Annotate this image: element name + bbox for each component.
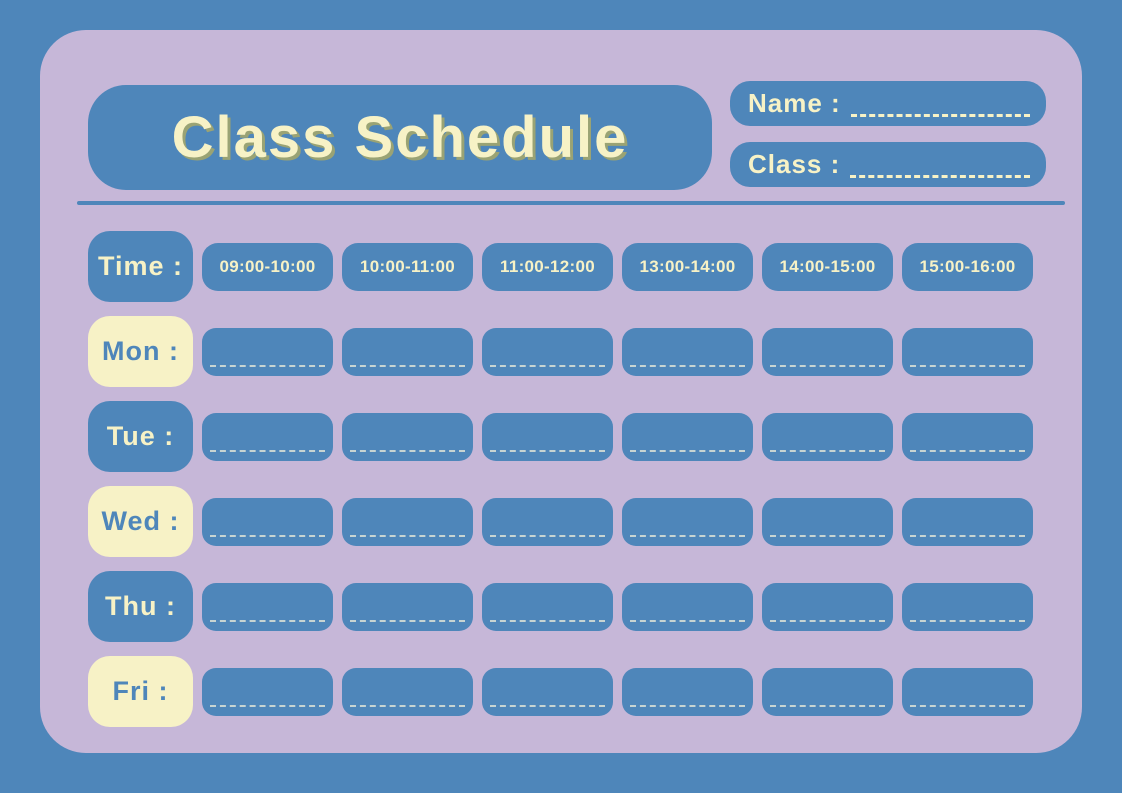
schedule-card: Class Schedule Name : Class : Time : 09:… [40, 30, 1082, 753]
cell-write-line [349, 364, 466, 367]
time-slot: 13:00-14:00 [622, 242, 753, 291]
schedule-cell[interactable] [482, 327, 613, 376]
cell-write-line [209, 704, 326, 707]
schedule-grid: Time : 09:00-10:00 10:00-11:00 11:00-12:… [88, 224, 1033, 734]
schedule-cell[interactable] [762, 497, 893, 546]
day-label-wed: Wed : [88, 486, 193, 557]
schedule-cell[interactable] [202, 327, 333, 376]
time-slot: 10:00-11:00 [342, 242, 473, 291]
cell-write-line [629, 619, 746, 622]
schedule-cell[interactable] [622, 667, 753, 716]
cell-write-line [769, 704, 886, 707]
time-slot: 09:00-10:00 [202, 242, 333, 291]
schedule-cell[interactable] [342, 582, 473, 631]
time-slot: 11:00-12:00 [482, 242, 613, 291]
cell-write-line [909, 704, 1026, 707]
cell-write-line [769, 449, 886, 452]
schedule-cell[interactable] [482, 582, 613, 631]
cell-write-line [909, 364, 1026, 367]
cell-write-line [489, 704, 606, 707]
schedule-cell[interactable] [902, 667, 1033, 716]
schedule-cell[interactable] [342, 327, 473, 376]
time-slot: 15:00-16:00 [902, 242, 1033, 291]
schedule-cell[interactable] [202, 412, 333, 461]
schedule-cell[interactable] [482, 412, 613, 461]
schedule-cell[interactable] [762, 667, 893, 716]
day-label-mon: Mon : [88, 316, 193, 387]
schedule-cell[interactable] [762, 582, 893, 631]
page-title: Class Schedule [171, 105, 629, 170]
class-input-line[interactable] [850, 175, 1030, 178]
cell-write-line [349, 449, 466, 452]
cell-write-line [769, 364, 886, 367]
schedule-cell[interactable] [762, 327, 893, 376]
schedule-cell[interactable] [622, 412, 753, 461]
schedule-cell[interactable] [202, 667, 333, 716]
cell-write-line [909, 534, 1026, 537]
schedule-cell[interactable] [622, 327, 753, 376]
cell-write-line [209, 619, 326, 622]
header-divider [77, 201, 1065, 205]
day-label-thu: Thu : [88, 571, 193, 642]
cell-write-line [909, 449, 1026, 452]
name-label: Name : [748, 88, 841, 118]
cell-write-line [629, 534, 746, 537]
schedule-cell[interactable] [342, 412, 473, 461]
cell-write-line [349, 534, 466, 537]
cell-write-line [769, 534, 886, 537]
schedule-cell[interactable] [482, 667, 613, 716]
schedule-cell[interactable] [202, 582, 333, 631]
cell-write-line [489, 364, 606, 367]
class-label: Class : [748, 149, 841, 179]
schedule-cell[interactable] [202, 497, 333, 546]
schedule-cell[interactable] [902, 497, 1033, 546]
schedule-cell[interactable] [902, 412, 1033, 461]
schedule-cell[interactable] [622, 497, 753, 546]
cell-write-line [489, 619, 606, 622]
day-label-fri: Fri : [88, 656, 193, 727]
title-box: Class Schedule [88, 85, 712, 190]
schedule-cell[interactable] [902, 327, 1033, 376]
schedule-cell[interactable] [342, 497, 473, 546]
cell-write-line [629, 449, 746, 452]
name-input-line[interactable] [850, 114, 1030, 117]
cell-write-line [209, 449, 326, 452]
cell-write-line [489, 449, 606, 452]
schedule-cell[interactable] [342, 667, 473, 716]
cell-write-line [769, 619, 886, 622]
name-field: Name : [730, 81, 1046, 126]
cell-write-line [629, 704, 746, 707]
cell-write-line [909, 619, 1026, 622]
cell-write-line [349, 704, 466, 707]
schedule-cell[interactable] [762, 412, 893, 461]
class-field: Class : [730, 142, 1046, 187]
cell-write-line [209, 534, 326, 537]
time-header-label: Time : [88, 231, 193, 302]
cell-write-line [209, 364, 326, 367]
schedule-cell[interactable] [622, 582, 753, 631]
time-slot: 14:00-15:00 [762, 242, 893, 291]
schedule-cell[interactable] [902, 582, 1033, 631]
cell-write-line [489, 534, 606, 537]
cell-write-line [629, 364, 746, 367]
cell-write-line [349, 619, 466, 622]
day-label-tue: Tue : [88, 401, 193, 472]
schedule-cell[interactable] [482, 497, 613, 546]
